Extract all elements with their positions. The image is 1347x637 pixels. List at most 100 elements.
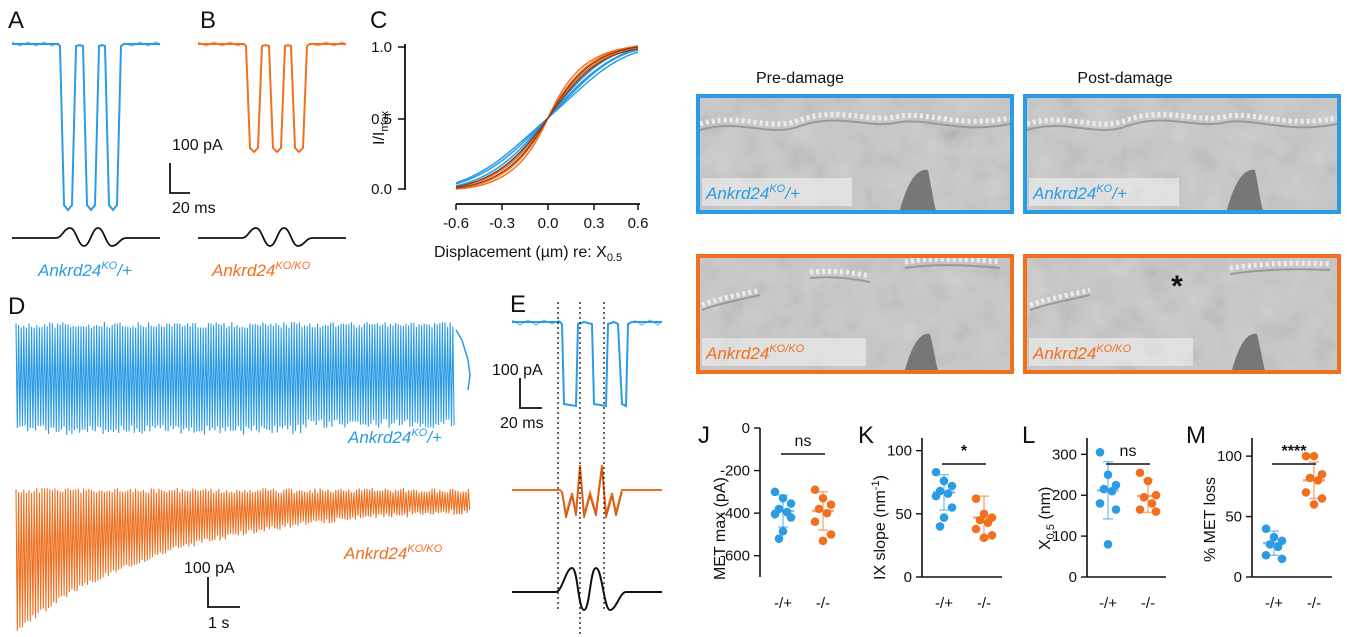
panel-a-genotype: Ankrd24KO/+ (37, 260, 132, 280)
damage-asterisk: * (1171, 270, 1183, 303)
data-point (1136, 505, 1145, 514)
data-point (1140, 493, 1149, 502)
y-tick-label: 300 (1052, 446, 1077, 463)
panel-b-genotype: Ankrd24KO/KO (211, 260, 311, 280)
data-point (827, 530, 836, 539)
data-point (976, 516, 985, 525)
data-point (1104, 540, 1113, 549)
data-point (1108, 487, 1117, 496)
e-time-scale: 20 ms (500, 415, 544, 432)
data-point (948, 503, 957, 512)
data-point (1262, 524, 1271, 533)
panel-c-plot (398, 44, 640, 210)
significance-label: ns (795, 433, 812, 450)
x-tick-label: -/+ (1099, 595, 1117, 612)
panel-label-b: B (200, 7, 216, 34)
panel-a-stimulus (12, 228, 160, 246)
data-point (771, 510, 780, 519)
panel-label-j: J (698, 422, 710, 449)
data-point (1152, 491, 1161, 500)
y-tick-label: 100 (887, 443, 912, 460)
data-point (819, 494, 828, 503)
data-point (1112, 505, 1121, 514)
data-point (1136, 468, 1145, 477)
image-g-genotype: Ankrd24KO/+ (1032, 183, 1127, 203)
data-point (940, 513, 949, 522)
data-point (1306, 474, 1315, 483)
panel-label-c: C (370, 7, 387, 34)
x-tick-label: -/+ (774, 595, 792, 612)
y-tick-label: 0 (1234, 569, 1242, 586)
data-point (815, 505, 824, 514)
data-point (1144, 477, 1153, 486)
data-point (948, 482, 957, 491)
chart-m-ylabel: % MET loss (1202, 477, 1219, 562)
x-tick-label: -/+ (1265, 595, 1283, 612)
data-point (1152, 507, 1161, 516)
panel-c-xlabel: Displacement (µm) re: X0.5 (434, 244, 622, 264)
significance-label: * (961, 443, 968, 460)
data-point (1310, 452, 1319, 461)
y-tick-label: 0 (1069, 569, 1077, 586)
data-point (988, 531, 997, 540)
pre-damage-title: Pre-damage (756, 70, 844, 87)
data-point (1314, 476, 1323, 485)
data-point (1096, 448, 1105, 457)
data-point (787, 499, 796, 508)
e-scalebar (520, 378, 542, 408)
panel-d-het-genotype: Ankrd24KO/+ (347, 427, 442, 447)
data-point (936, 522, 945, 531)
panel-c-ytick: 0.0 (371, 181, 392, 198)
data-point (1100, 485, 1109, 494)
panel-label-d: D (8, 293, 25, 320)
panel-label-m: M (1186, 422, 1206, 449)
post-damage-title: Post-damage (1077, 70, 1172, 87)
x-tick-label: -/- (1141, 595, 1155, 612)
data-point (1310, 500, 1319, 509)
panel-c-xtick: -0.3 (489, 215, 515, 232)
data-point (811, 485, 820, 494)
data-point (1262, 551, 1271, 560)
data-point (972, 525, 981, 534)
data-point (972, 494, 981, 503)
data-point (771, 488, 780, 497)
data-point (1096, 499, 1105, 508)
y-tick-label: 0 (904, 569, 912, 586)
panel-c-xtick: -0.6 (443, 215, 469, 232)
image-f-genotype: Ankrd24KO/+ (705, 183, 800, 203)
ab-time-scale: 20 ms (172, 200, 216, 217)
x-tick-label: -/- (816, 595, 830, 612)
data-point (1270, 533, 1279, 542)
data-point (819, 537, 828, 546)
data-point (984, 518, 993, 527)
data-point (940, 477, 949, 486)
panel-c-xtick: 0.6 (628, 215, 649, 232)
panel-b-current-trace (198, 44, 346, 152)
data-point (779, 527, 788, 536)
e-current-scale: 100 pA (492, 362, 543, 379)
panel-c-ytick: 1.0 (371, 39, 392, 56)
data-point (932, 492, 941, 501)
data-point (823, 509, 832, 518)
panel-label-e: E (510, 291, 526, 318)
chart-k-ylabel: IX slope (nm-1) (870, 475, 889, 580)
ab-scalebar (170, 163, 190, 193)
data-point (787, 513, 796, 522)
x-tick-label: -/+ (935, 595, 953, 612)
panel-c-xtick: 0.3 (584, 215, 605, 232)
panel-d-ko-genotype: Ankrd24KO/KO (343, 543, 443, 563)
significance-label: **** (1282, 443, 1308, 460)
data-point (980, 534, 989, 543)
data-point (1278, 555, 1287, 564)
data-point (775, 534, 784, 543)
panel-label-k: K (858, 422, 874, 449)
x-tick-label: -/- (1307, 595, 1321, 612)
data-point (811, 517, 820, 526)
data-point (932, 468, 941, 477)
data-point (1302, 488, 1311, 497)
data-point (1104, 470, 1113, 479)
panel-c-xtick: 0.0 (538, 215, 559, 232)
y-tick-label: 50 (895, 506, 912, 523)
chart-m: 0 50 100 -/+ -/- **** (1217, 438, 1332, 612)
